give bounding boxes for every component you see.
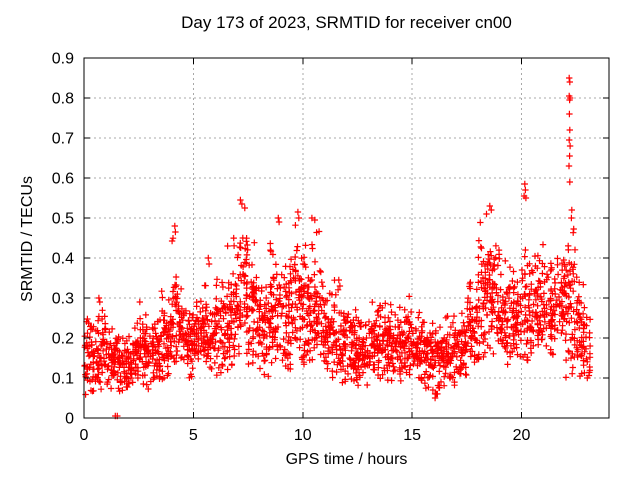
y-tick-label: 0.8 (52, 91, 74, 108)
y-tick-label: 0.9 (52, 51, 74, 68)
gridlines (84, 58, 609, 418)
data-points (81, 74, 594, 420)
x-tick-label: 15 (403, 427, 421, 444)
y-axis-title: SRMTID / TECUs (19, 176, 36, 302)
y-tick-label: 0.5 (52, 211, 74, 228)
y-tick-label: 0.6 (52, 171, 74, 188)
y-tick-label: 0.2 (52, 331, 74, 348)
axes-border (83, 57, 610, 419)
y-tick-label: 0 (65, 411, 74, 428)
x-tick-label: 0 (80, 427, 89, 444)
y-tick-label: 0.7 (52, 131, 74, 148)
chart-title: Day 173 of 2023, SRMTID for receiver cn0… (181, 13, 512, 32)
x-tick-label: 10 (294, 427, 312, 444)
y-tick-label: 0.4 (52, 251, 74, 268)
y-tick-label: 0.3 (52, 291, 74, 308)
x-axis-title: GPS time / hours (285, 451, 408, 468)
y-tick-label: 0.1 (52, 371, 74, 388)
x-tick-label: 5 (189, 427, 198, 444)
x-tick-label: 20 (513, 427, 531, 444)
tick-labels: 0 5 10 15 20 0 0.1 0.2 0.3 0.4 0.5 0.6 0.7 0.8 0.9 (52, 51, 531, 445)
